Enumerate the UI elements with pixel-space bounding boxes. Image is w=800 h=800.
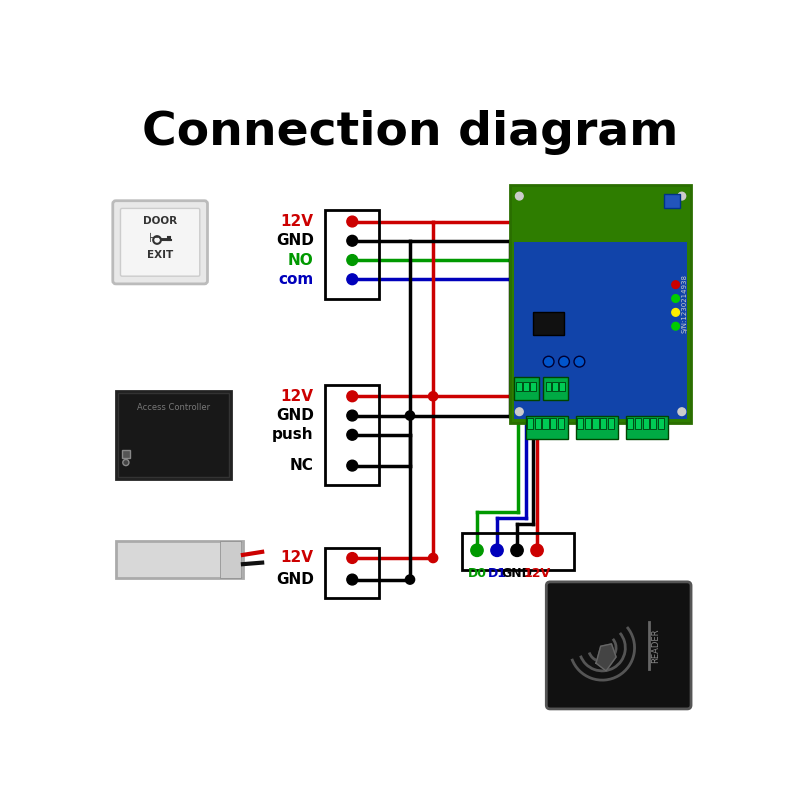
Bar xyxy=(575,415,618,438)
Bar xyxy=(635,418,641,429)
Text: DOOR: DOOR xyxy=(143,216,177,226)
Circle shape xyxy=(672,309,679,316)
Circle shape xyxy=(347,410,358,421)
Bar xyxy=(526,415,568,438)
Circle shape xyxy=(347,460,358,471)
Circle shape xyxy=(672,281,679,289)
Bar xyxy=(626,415,668,438)
Circle shape xyxy=(406,411,414,420)
Bar xyxy=(326,210,379,298)
Bar xyxy=(664,194,679,208)
Bar xyxy=(534,418,541,429)
Bar xyxy=(546,382,551,391)
Text: Access Controller: Access Controller xyxy=(137,403,210,412)
Bar xyxy=(326,385,379,485)
Bar xyxy=(527,418,533,429)
FancyBboxPatch shape xyxy=(113,201,207,284)
Bar xyxy=(530,382,535,391)
Circle shape xyxy=(347,391,358,402)
Bar xyxy=(122,450,130,458)
Text: 12V: 12V xyxy=(523,567,550,580)
Bar xyxy=(116,391,231,479)
Circle shape xyxy=(515,192,523,200)
Text: S/N:1230214938: S/N:1230214938 xyxy=(682,274,688,334)
Circle shape xyxy=(347,574,358,585)
Polygon shape xyxy=(596,644,616,671)
Bar xyxy=(658,418,664,429)
Text: GND: GND xyxy=(502,567,533,580)
Circle shape xyxy=(558,356,570,367)
Text: ⊢—: ⊢— xyxy=(149,232,172,245)
Bar xyxy=(326,548,379,598)
Circle shape xyxy=(429,392,438,401)
Bar xyxy=(523,382,529,391)
Bar xyxy=(514,242,687,419)
Bar xyxy=(559,382,565,391)
Circle shape xyxy=(515,408,523,415)
Bar xyxy=(516,382,522,391)
Bar xyxy=(550,418,556,429)
Circle shape xyxy=(122,459,129,466)
Circle shape xyxy=(347,254,358,266)
Circle shape xyxy=(347,553,358,563)
Bar xyxy=(642,418,649,429)
Bar xyxy=(593,418,598,429)
Bar xyxy=(462,534,574,570)
Text: 12V: 12V xyxy=(281,550,314,566)
Text: D0: D0 xyxy=(467,567,486,580)
Text: GND: GND xyxy=(276,234,314,248)
Text: D1: D1 xyxy=(487,567,506,580)
Text: GND: GND xyxy=(276,572,314,587)
Bar xyxy=(116,541,243,578)
Bar xyxy=(585,418,591,429)
Bar xyxy=(220,541,242,578)
Text: 12V: 12V xyxy=(281,389,314,404)
Bar xyxy=(608,418,614,429)
Bar xyxy=(627,418,634,429)
Bar xyxy=(514,377,538,400)
Circle shape xyxy=(672,294,679,302)
Bar xyxy=(553,382,558,391)
Bar xyxy=(542,418,549,429)
Bar xyxy=(543,377,568,400)
Circle shape xyxy=(574,356,585,367)
Circle shape xyxy=(406,575,414,584)
Text: com: com xyxy=(278,272,314,286)
Bar xyxy=(650,418,656,429)
Text: GND: GND xyxy=(276,408,314,423)
Text: EXIT: EXIT xyxy=(147,250,174,260)
Text: NC: NC xyxy=(290,458,314,473)
Text: push: push xyxy=(272,427,314,442)
Circle shape xyxy=(347,216,358,227)
Bar xyxy=(534,311,564,334)
Circle shape xyxy=(491,544,503,557)
Circle shape xyxy=(429,554,438,562)
Bar xyxy=(118,394,229,477)
Text: Connection diagram: Connection diagram xyxy=(142,110,678,155)
Text: NO: NO xyxy=(288,253,314,267)
Circle shape xyxy=(347,430,358,440)
Circle shape xyxy=(511,544,523,557)
Circle shape xyxy=(678,408,686,415)
Circle shape xyxy=(471,544,483,557)
Text: READER: READER xyxy=(651,628,660,662)
Circle shape xyxy=(347,274,358,285)
Circle shape xyxy=(543,356,554,367)
Circle shape xyxy=(347,235,358,246)
Bar xyxy=(600,418,606,429)
FancyBboxPatch shape xyxy=(121,209,200,276)
Circle shape xyxy=(678,192,686,200)
Bar xyxy=(510,185,691,423)
Bar xyxy=(558,418,564,429)
Bar xyxy=(577,418,583,429)
FancyBboxPatch shape xyxy=(546,582,691,709)
Circle shape xyxy=(531,544,543,557)
Circle shape xyxy=(672,322,679,330)
Text: 12V: 12V xyxy=(281,214,314,229)
